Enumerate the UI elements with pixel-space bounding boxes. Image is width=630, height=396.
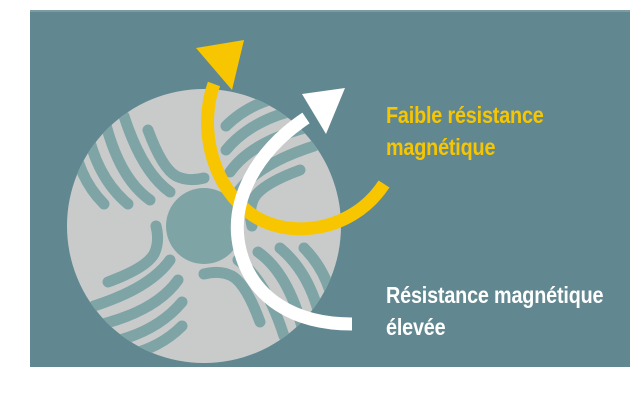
curved-arrow-white-icon xyxy=(230,88,353,331)
low-resistance-label: Faible résistance magnétique xyxy=(386,99,544,163)
high-resistance-label: Résistance magnétique élevée xyxy=(386,279,604,343)
high-resistance-label-line2: élevée xyxy=(386,314,446,340)
low-resistance-label-line2: magnétique xyxy=(386,134,496,160)
rotor-shaft xyxy=(166,188,242,264)
panel-top-edge xyxy=(30,10,630,12)
high-resistance-label-line1: Résistance magnétique xyxy=(386,282,604,308)
rotor-cross-section-icon xyxy=(67,89,341,363)
curved-arrow-yellow-icon xyxy=(196,40,390,236)
low-resistance-label-line1: Faible résistance xyxy=(386,102,544,128)
